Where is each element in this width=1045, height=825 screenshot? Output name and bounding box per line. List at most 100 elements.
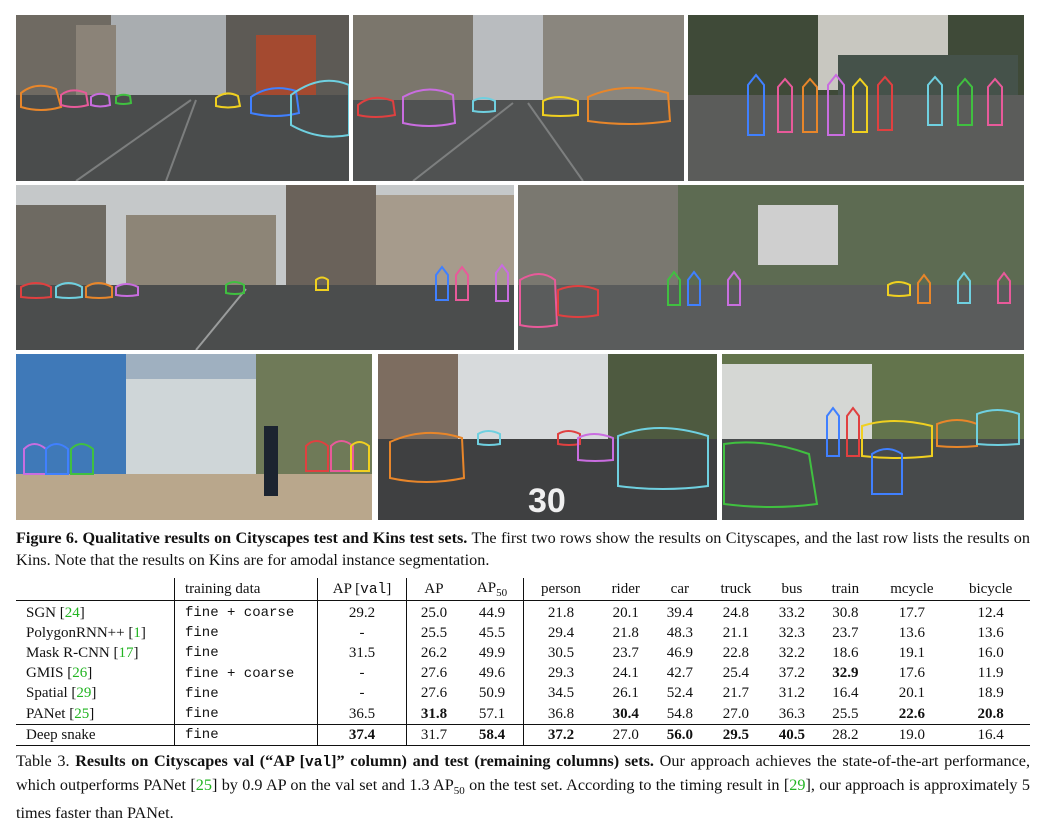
ap50-cell: 44.9 [478, 604, 506, 621]
header-training-data: training data [174, 578, 318, 601]
table-row: Spatial [29] fine -27.6 50.9 34.5 26.1 52.4 21.… [16, 683, 1030, 704]
car-cell: 42.7 [666, 665, 693, 682]
table-row: PolygonRNN++ [1] fine -25.5 45.5 29.4 21.8 48.… [16, 623, 1030, 644]
person-cell: 36.8 [522, 703, 598, 725]
person-cell: 29.3 [522, 663, 598, 684]
header-ap-val-mono: val [360, 581, 387, 598]
person-cell: 30.5 [522, 643, 598, 664]
header-train: train [818, 578, 873, 601]
table-row: Mask R-CNN [17] fine 31.5 26.2 49.9 30.5 23.7 4… [16, 643, 1030, 664]
method-label: GMIS [26, 665, 64, 682]
method-name: GMIS [26] [26, 665, 93, 682]
table-caption-title-a: Results on Cityscapes val (“AP [ [75, 752, 306, 770]
header-truck: truck [706, 578, 766, 601]
ap-cell: 27.6 [406, 663, 461, 684]
header-mcycle: mcycle [872, 578, 952, 601]
bus-cell: 31.2 [778, 685, 805, 702]
training-data-cell: fine [174, 623, 318, 644]
citation-link-29[interactable]: 29 [789, 776, 806, 794]
header-ap50-sub: 50 [496, 586, 508, 599]
bicycle-cell: 16.0 [977, 644, 1004, 661]
bicycle-cell: 12.4 [977, 604, 1004, 621]
train-cell: 28.2 [818, 724, 873, 747]
car-cell: 48.3 [666, 624, 693, 641]
table-row: SGN [24] fine + coarse 29.2 25.0 44.9 21.8 20.… [16, 600, 1030, 624]
bicycle-cell: 11.9 [977, 665, 1004, 682]
training-data-cell: fine + coarse [174, 600, 318, 624]
training-data-cell: fine + coarse [174, 663, 318, 684]
ap50-cell: 49.9 [478, 644, 506, 661]
method-label: Deep snake [26, 726, 96, 743]
rider-cell: 27.0 [597, 724, 654, 747]
ap50-cell: 57.1 [478, 705, 506, 722]
bus-cell: 32.3 [778, 624, 805, 641]
table-row: Deep snake fine 37.4 31.7 58.4 37.2 27.0 56.0 29… [16, 724, 1030, 747]
car-cell: 56.0 [653, 724, 707, 747]
mcycle-cell: 17.6 [898, 665, 926, 682]
rider-cell: 20.1 [612, 604, 639, 621]
header-ap-val-prefix: AP [ [332, 580, 361, 597]
photo-cityscapes-2 [353, 15, 684, 181]
truck-cell: 25.4 [722, 665, 749, 682]
figure-caption-title: Qualitative results on Cityscapes test a… [82, 529, 468, 547]
truck-cell: 21.1 [722, 624, 749, 641]
mcycle-cell: 13.6 [898, 624, 926, 641]
mcycle-cell: 19.1 [898, 644, 926, 661]
mcycle-cell: 19.0 [872, 724, 952, 747]
header-rider: rider [597, 578, 654, 601]
bicycle-cell: 13.6 [977, 624, 1004, 641]
method-label: PolygonRNN++ [26, 624, 125, 641]
ap-cell: 27.6 [406, 683, 461, 704]
table-caption-body-4: ], our approach is approximately 5 times… [16, 776, 1030, 823]
citation-link[interactable]: 24 [64, 604, 80, 621]
bicycle-cell: 20.8 [977, 705, 1004, 722]
mcycle-cell: 22.6 [898, 705, 926, 722]
citation-link-25[interactable]: 25 [195, 776, 212, 794]
photo-kins-1 [16, 354, 372, 520]
train-cell: 16.4 [832, 685, 859, 702]
ap-cell: 25.0 [406, 600, 461, 624]
table-caption-body-3: on the test set. According to the timing… [464, 776, 790, 794]
citation-link[interactable]: 26 [72, 665, 88, 682]
photo-cityscapes-1 [16, 15, 349, 181]
method-label: SGN [26, 604, 57, 621]
person-cell: 34.5 [522, 683, 598, 704]
method-name: Deep snake [16, 724, 175, 747]
table-row: PANet [25] fine 36.5 31.8 57.1 36.8 30.4 54.8 27… [16, 703, 1030, 725]
rider-cell: 24.1 [612, 665, 639, 682]
train-cell: 32.9 [832, 665, 859, 682]
rider-cell: 23.7 [612, 644, 639, 661]
table-caption: Table 3. Results on Cityscapes val (“AP … [16, 750, 1030, 824]
results-table: training data AP [val] AP AP50 person ri… [16, 578, 1030, 747]
table-header-row: training data AP [val] AP AP50 person ri… [16, 578, 1030, 601]
rider-cell: 21.8 [612, 624, 639, 641]
figure-caption-label: Figure 6. [16, 529, 79, 547]
ap-val-cell: 36.5 [317, 703, 407, 725]
ap50-cell: 50.9 [478, 685, 506, 702]
bicycle-cell: 18.9 [977, 685, 1004, 702]
header-ap-val-suffix: ] [386, 580, 392, 597]
training-data-cell: fine [174, 643, 318, 664]
train-cell: 18.6 [832, 644, 859, 661]
truck-cell: 27.0 [722, 705, 749, 722]
training-data-cell: fine [174, 683, 318, 704]
car-cell: 52.4 [666, 685, 693, 702]
rider-cell: 26.1 [612, 685, 639, 702]
citation-link[interactable]: 29 [76, 685, 92, 702]
citation-link[interactable]: 17 [118, 644, 134, 661]
citation-link[interactable]: 25 [74, 705, 90, 722]
header-person: person [522, 578, 598, 601]
table-caption-title-b: ]” column) and test (remaining columns) … [331, 752, 654, 770]
photo-cityscapes-4 [16, 185, 514, 350]
car-cell: 39.4 [666, 604, 693, 621]
citation-link[interactable]: 1 [133, 624, 141, 641]
person-cell: 37.2 [522, 724, 598, 747]
method-name: Spatial [29] [26, 685, 97, 702]
truck-cell: 24.8 [722, 604, 749, 621]
ap50-cell: 45.5 [478, 624, 506, 641]
header-ap50: AP50 [461, 578, 524, 601]
header-ap50-base: AP [476, 579, 497, 596]
car-cell: 46.9 [666, 644, 693, 661]
method-label: Spatial [26, 685, 68, 702]
truck-cell: 29.5 [706, 724, 766, 747]
